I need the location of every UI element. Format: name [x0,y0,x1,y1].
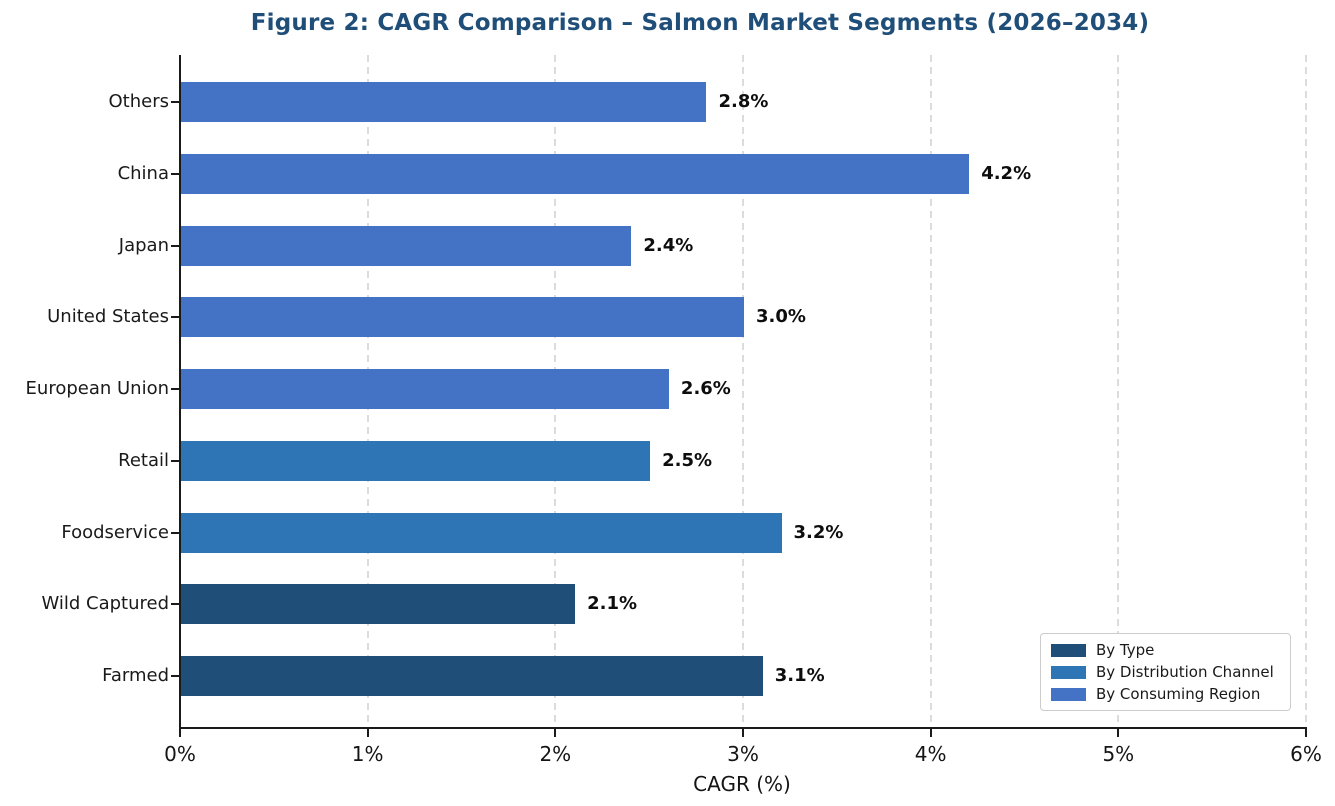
x-tick-mark [366,729,369,737]
value-label-farmed: 3.1% [774,665,825,686]
gridline-6 [1305,55,1307,727]
legend-label-by-type: By Type [1096,641,1155,659]
y-tick-label-china: China [117,162,169,184]
y-tick-mark [171,172,179,175]
y-tick-mark [171,603,179,606]
y-tick-label-european-union: European Union [25,378,169,399]
bar-foodservice [181,512,782,553]
legend-item-by-type: By Type [1051,641,1280,659]
legend-swatch-by-distribution-channel [1051,665,1086,679]
bar-others [181,82,707,122]
y-tick-label-retail: Retail [118,449,169,471]
x-tick-mark [179,729,181,737]
x-tick-mark [554,729,557,737]
y-tick-mark [171,316,179,319]
gridline-4 [929,55,932,727]
bar-retail [181,440,651,481]
gridline-5 [1117,55,1120,727]
x-tick-mark [929,729,932,737]
value-label-european-union: 2.6% [680,378,731,399]
legend: By Type By Distribution Channel By Consumi… [1040,633,1291,711]
value-label-united-states: 3.0% [756,306,806,328]
legend-item-by-distribution-channel: By Distribution Channel [1051,663,1280,681]
bar-wild-captured [181,584,576,625]
x-tick-label: 4% [914,742,947,766]
legend-label-by-distribution-channel: By Distribution Channel [1096,663,1274,681]
y-tick-mark [171,675,179,677]
y-tick-label-japan: Japan [118,234,169,256]
value-label-japan: 2.4% [643,234,694,256]
plot-area: By Type By Distribution Channel By Consumi… [26,55,1322,766]
x-tick-label: 2% [539,742,572,766]
x-tick-label: 1% [351,742,384,766]
chart-title: Figure 2: CAGR Comparison – Salmon Marke… [250,10,1150,36]
x-tick-mark [1305,729,1307,737]
x-tick-label: 3% [727,742,759,766]
y-tick-mark [171,531,179,534]
y-tick-label-united-states: United States [47,306,169,328]
value-label-retail: 2.5% [662,449,713,471]
x-tick-label: 6% [1290,742,1322,766]
x-tick-label: 5% [1102,742,1135,766]
legend-swatch-by-type [1051,643,1086,657]
y-tick-label-farmed: Farmed [102,665,169,686]
legend-label-by-consuming-region: By Consuming Region [1096,685,1261,703]
y-tick-label-wild-captured: Wild Captured [41,593,169,615]
x-tick-mark [1117,729,1120,737]
x-tick-mark [742,729,744,737]
x-tick-label: 0% [164,742,196,766]
gridline-3 [742,55,744,727]
bar-european-union [181,369,669,409]
y-tick-label-others: Others [108,91,170,112]
y-tick-mark [171,101,179,103]
bar-farmed [181,656,763,696]
value-label-foodservice: 3.2% [793,521,844,543]
y-tick-label-foodservice: Foodservice [61,521,169,543]
value-label-wild-captured: 2.1% [587,593,638,615]
legend-item-by-consuming-region: By Consuming Region [1051,685,1280,703]
y-tick-mark [171,388,179,390]
bar-china [181,153,970,194]
legend-swatch-by-consuming-region [1051,687,1086,701]
value-label-china: 4.2% [981,162,1032,184]
bar-united-states [181,297,744,338]
y-tick-mark [171,244,179,247]
value-label-others: 2.8% [718,91,769,112]
y-tick-mark [171,459,179,462]
bar-japan [181,225,632,266]
x-axis-label: CAGR (%) [693,772,791,796]
